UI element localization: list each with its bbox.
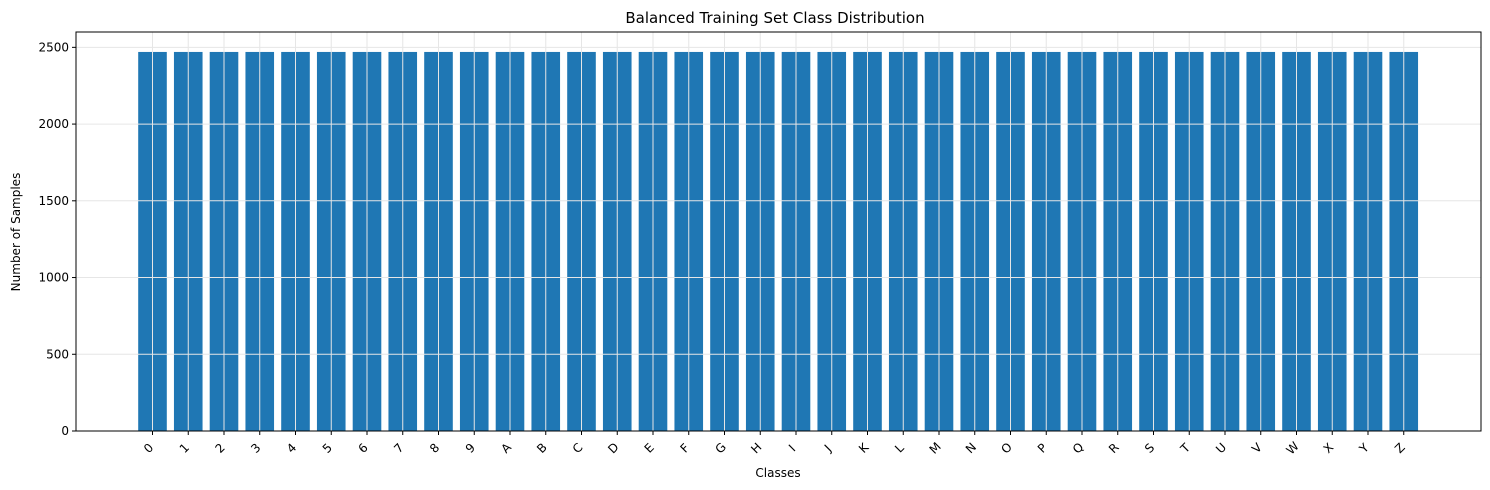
y-tick-label: 2000 [38,117,69,131]
x-tick-label: E [642,441,657,456]
x-tick-label: 5 [320,441,335,456]
x-tick-label: R [1106,440,1122,456]
x-tick-label: I [786,442,798,454]
x-tick-label: G [712,440,728,456]
x-axis-label: Classes [755,466,800,480]
y-axis: 0 500 1000 1500 2000 2500 [38,40,76,438]
y-tick-label: 1500 [38,194,69,208]
x-tick-label: W [1284,439,1302,457]
x-tick-label: Q [1070,440,1087,457]
x-tick-label: 8 [427,441,442,456]
y-tick-label: 0 [61,424,69,438]
x-tick-label: B [534,440,550,456]
x-tick-label: 0 [141,441,156,456]
bars [138,51,1419,431]
x-tick-label: 4 [284,441,299,456]
x-tick-label: C [570,440,586,456]
x-tick-label: U [1213,440,1229,456]
x-tick-label: 6 [356,441,371,456]
x-tick-label: T [1177,440,1193,456]
x-tick-label: D [605,440,621,456]
x-tick-label: X [1321,440,1337,456]
x-tick-label: Z [1392,440,1408,456]
x-tick-label: M [927,440,944,457]
x-tick-label: F [678,441,693,456]
y-tick-label: 1000 [38,271,69,285]
x-tick-label: A [498,440,514,456]
x-tick-label: 9 [463,441,478,456]
x-tick-label: L [892,441,907,456]
x-tick-label: K [856,440,872,456]
x-tick-label: N [963,440,979,456]
x-tick-label: J [821,442,834,455]
x-axis: 0 1 2 3 4 5 6 7 8 9 A B C D E F G H I J K L M N O P Q R S T U V W X Y Z [141,431,1408,457]
x-tick-label: S [1142,441,1157,456]
y-axis-label: Number of Samples [9,173,23,292]
x-tick-label: H [748,440,764,456]
x-tick-label: 7 [391,441,406,456]
grid-lines [76,32,1481,432]
x-tick-label: 3 [248,441,263,456]
chart-title: Balanced Training Set Class Distribution [625,9,924,27]
plot-frame [75,31,1482,432]
x-tick-label: O [998,440,1015,457]
x-tick-label: P [1035,441,1050,456]
x-tick-label: Y [1356,440,1372,456]
y-tick-label: 500 [46,347,69,361]
x-tick-label: V [1249,440,1265,456]
y-tick-label: 2500 [38,40,69,54]
x-tick-label: 1 [177,441,192,456]
x-tick-label: 2 [213,441,228,456]
